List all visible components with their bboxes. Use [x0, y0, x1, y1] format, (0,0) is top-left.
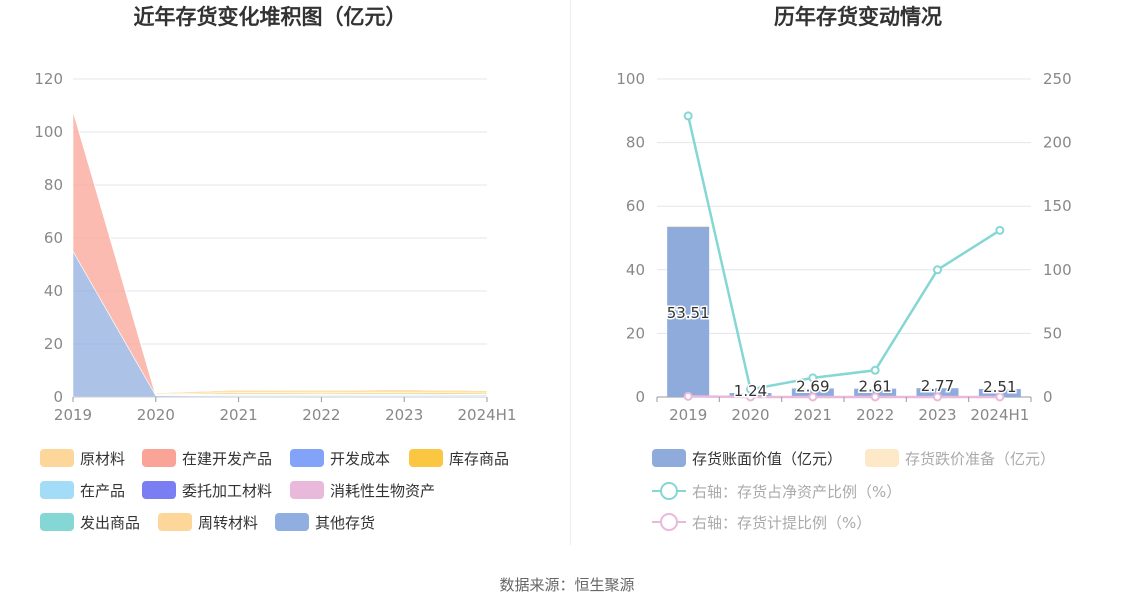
line-point-0 — [995, 225, 1005, 235]
left-x-tick-label: 2021 — [220, 406, 258, 424]
bar-value-label: 2.61 — [858, 378, 891, 396]
right-x-tick-label: 2019 — [669, 406, 707, 424]
right-x-tick-label: 2022 — [856, 406, 894, 424]
right-grid — [657, 78, 1031, 398]
bar-line-chart: 历年存货变动情况 53.51 1.24 2.69 2.61 2.77 2.51 0 20 40… — [616, 5, 1071, 532]
legend-swatch-book-value — [652, 449, 686, 467]
line-point-1 — [808, 392, 818, 402]
legend-label-impairment: 存货跌价准备（亿元） — [905, 450, 1055, 468]
legend-label-4: 在产品 — [80, 482, 125, 500]
left-axis-tick-label: 60 — [626, 197, 645, 215]
left-axis-tick-label: 40 — [626, 261, 645, 279]
bar-book-value — [667, 226, 710, 397]
left-y-axis: 0 20 40 60 80 100 120 — [34, 70, 63, 406]
line-point-1 — [870, 392, 880, 402]
legend-swatch-7 — [40, 513, 74, 531]
left-y-tick-label: 20 — [44, 335, 63, 353]
left-x-tick-label: 2024H1 — [458, 406, 517, 424]
legend-swatch-4 — [40, 481, 74, 499]
legend-swatch-0 — [40, 449, 74, 467]
left-y-tick-label: 0 — [53, 388, 63, 406]
legend-swatch-3 — [409, 449, 443, 467]
right-axis-tick-label: 100 — [1043, 261, 1072, 279]
line-point-1 — [995, 392, 1005, 402]
left-x-tick-label: 2022 — [302, 406, 340, 424]
line-point-0 — [933, 265, 942, 275]
left-axis-tick-label: 100 — [616, 70, 645, 88]
right-x-tick-label: 2021 — [794, 406, 832, 424]
legend-label-2: 开发成本 — [330, 450, 390, 468]
line-point-0 — [683, 111, 693, 121]
bar-impairment — [667, 225, 710, 227]
left-axis-tick-label: 0 — [635, 388, 645, 406]
right-axis-tick-label: 50 — [1043, 324, 1062, 342]
bar-value-label: 2.69 — [796, 377, 829, 395]
left-axis-tick-label: 20 — [626, 324, 645, 342]
right-x-tick-label: 2023 — [918, 406, 956, 424]
right-x-tick-label: 2020 — [731, 406, 769, 424]
right-axis-tick-label: 250 — [1043, 70, 1072, 88]
legend-swatch-5 — [142, 481, 176, 499]
right-x-tick-label: 2024H1 — [970, 406, 1029, 424]
right-x-axis: 2019 2020 2021 2022 2023 2024H1 — [656, 397, 1032, 424]
bar-value-label: 2.77 — [921, 377, 954, 395]
left-x-tick-label: 2023 — [385, 406, 423, 424]
line-point-0 — [808, 373, 818, 383]
left-x-tick-label: 2020 — [137, 406, 175, 424]
left-axis-tick-label: 80 — [626, 134, 645, 152]
legend-label-7: 发出商品 — [80, 514, 140, 532]
legend-label-8: 周转材料 — [198, 514, 258, 532]
left-x-axis: 2019 2020 2021 2022 2023 2024H1 — [54, 397, 517, 424]
legend-swatch-2 — [290, 449, 324, 467]
right-y-axes: 0 20 40 60 80 100 0 50 100 150 200 250 — [616, 70, 1071, 406]
legend-label-line-0: 右轴：存货占净资产比例（%） — [692, 483, 901, 501]
legend-label-6: 消耗性生物资产 — [330, 482, 435, 500]
legend-label-5: 委托加工材料 — [182, 482, 272, 500]
legend-label-3: 库存商品 — [449, 450, 509, 468]
right-chart-title: 历年存货变动情况 — [774, 5, 942, 29]
legend-label-0: 原材料 — [80, 450, 125, 468]
legend-label-9: 其他存货 — [315, 514, 375, 532]
line-point-0 — [870, 365, 880, 375]
legend-swatch-impairment — [865, 449, 899, 467]
left-y-tick-label: 80 — [44, 176, 63, 194]
bar-value-label: 2.51 — [983, 378, 1016, 396]
legend-marker-1 — [660, 513, 678, 531]
legend-label-line-1: 右轴：存货计提比例（%） — [692, 514, 871, 532]
legend-marker-0 — [660, 482, 678, 500]
data-source-note: 数据来源：恒生聚源 — [499, 576, 635, 594]
right-legend: 存货账面价值（亿元） 存货跌价准备（亿元）右轴：存货占净资产比例（%） 右轴：存货计… — [652, 449, 1055, 532]
left-x-tick-label: 2019 — [54, 406, 92, 424]
line-point-1 — [683, 391, 693, 401]
right-axis-tick-label: 150 — [1043, 197, 1072, 215]
line-point-1 — [746, 392, 755, 402]
area-series-8 — [72, 110, 488, 394]
right-axis-tick-label: 0 — [1043, 388, 1053, 406]
right-axis-tick-label: 200 — [1043, 134, 1072, 152]
line-point-1 — [933, 392, 942, 402]
right-data-labels: 53.51 1.24 2.69 2.61 2.77 2.51 — [665, 302, 1018, 401]
panel-divider — [570, 0, 571, 545]
legend-label-book-value: 存货账面价值（亿元） — [692, 450, 842, 468]
left-y-tick-label: 100 — [34, 123, 63, 141]
bar-value-label: 1.24 — [734, 382, 767, 400]
legend-swatch-1 — [142, 449, 176, 467]
left-y-tick-label: 40 — [44, 282, 63, 300]
legend-swatch-8 — [158, 513, 192, 531]
left-chart-title: 近年存货变化堆积图（亿元） — [134, 5, 407, 29]
left-area-series — [72, 110, 488, 398]
line-series-0 — [686, 115, 1001, 391]
bar-value-label: 53.51 — [667, 304, 710, 322]
left-grid — [73, 78, 487, 398]
right-line-series — [683, 111, 1005, 402]
legend-label-1: 在建开发产品 — [182, 450, 272, 468]
area-series-1 — [72, 110, 488, 397]
left-y-tick-label: 120 — [34, 70, 63, 88]
legend-swatch-6 — [290, 481, 324, 499]
legend-swatch-9 — [275, 513, 309, 531]
left-y-tick-label: 60 — [44, 229, 63, 247]
